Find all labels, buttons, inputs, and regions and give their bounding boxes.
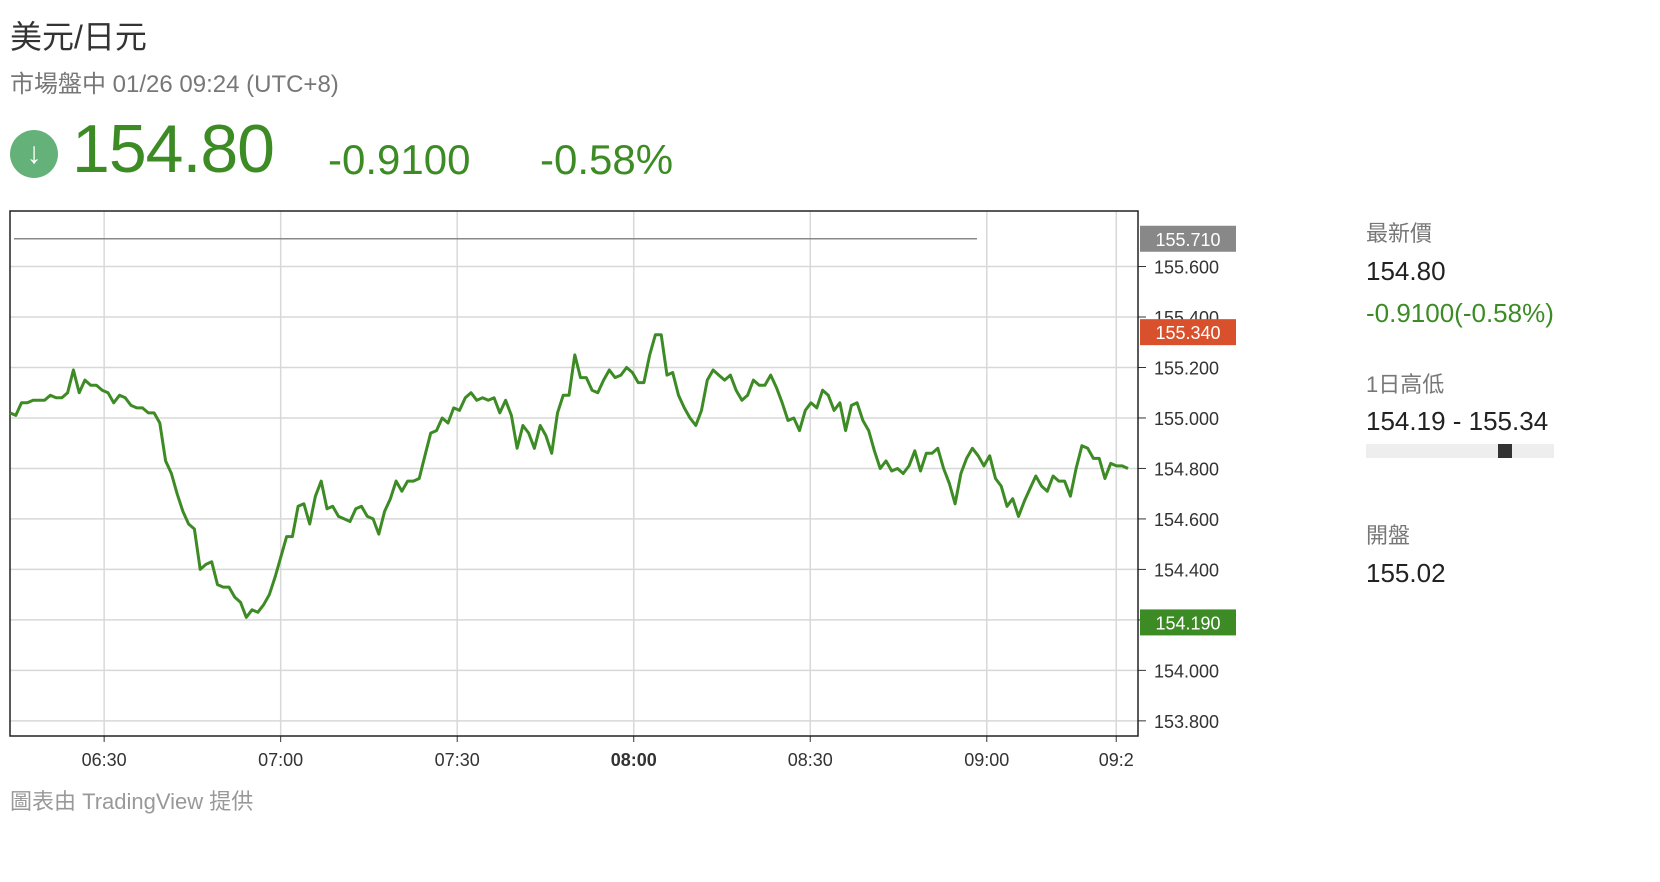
x-tick-label: 07:00 [258,750,303,770]
price-chart[interactable]: 06:30 07:00 07:30 08:00 08:30 09:00 09:2 153.80… [0,205,1260,785]
prev_close-price-marker [1140,225,1236,252]
x-tick-label: 08:30 [788,750,833,770]
latest-price-label: 最新價 [1366,221,1433,246]
open-value: 155.02 [1366,558,1446,588]
price-line [9,333,1129,619]
plot-frame [9,210,1139,737]
x-tick-label: 07:30 [435,750,480,770]
latest-price-value: 154.80 [1366,256,1446,286]
day-range-marker [1498,444,1513,458]
prev_close-price-label: 155.710 [1155,230,1220,250]
price-change-percent: -0.58% [540,136,674,183]
y-tick-label: 153.800 [1154,712,1219,732]
y-tick-label: 154.600 [1154,510,1219,530]
high-price-label: 155.340 [1155,323,1220,343]
day-range-bar [1366,444,1554,458]
x-tick-label: 09:2 [1099,750,1134,770]
x-tick-label: 08:00 [611,750,657,770]
y-tick-label: 154.800 [1154,459,1219,479]
chart-credit[interactable]: 圖表由 TradingView 提供 [10,789,254,814]
arrow-down-icon: ↓ [10,130,58,178]
price-change: -0.9100 [328,136,471,183]
open-label: 開盤 [1366,523,1411,548]
pair-title: 美元/日元 [10,19,147,55]
day-range-label: 1日高低 [1366,372,1445,397]
x-tick-label: 06:30 [82,750,127,770]
y-tick-label: 155.600 [1154,258,1219,278]
low-price-marker [1140,609,1236,636]
latest-change-value: -0.9100(-0.58%) [1366,298,1554,328]
y-tick-label: 155.200 [1154,358,1219,378]
high-price-marker [1140,319,1236,346]
day-range-value: 154.19 - 155.34 [1366,406,1549,436]
market-status: 市場盤中 01/26 09:24 (UTC+8) [10,71,339,98]
current-price: 154.80 [72,111,275,187]
low-price-label: 154.190 [1155,613,1220,633]
y-tick-label: 154.000 [1154,661,1219,681]
x-tick-label: 09:00 [964,750,1009,770]
y-tick-label: 154.400 [1154,560,1219,580]
y-tick-label: 155.000 [1154,409,1219,429]
price-chart-svg[interactable]: 06:30 07:00 07:30 08:00 08:30 09:00 09:2 153.80… [0,205,1260,785]
